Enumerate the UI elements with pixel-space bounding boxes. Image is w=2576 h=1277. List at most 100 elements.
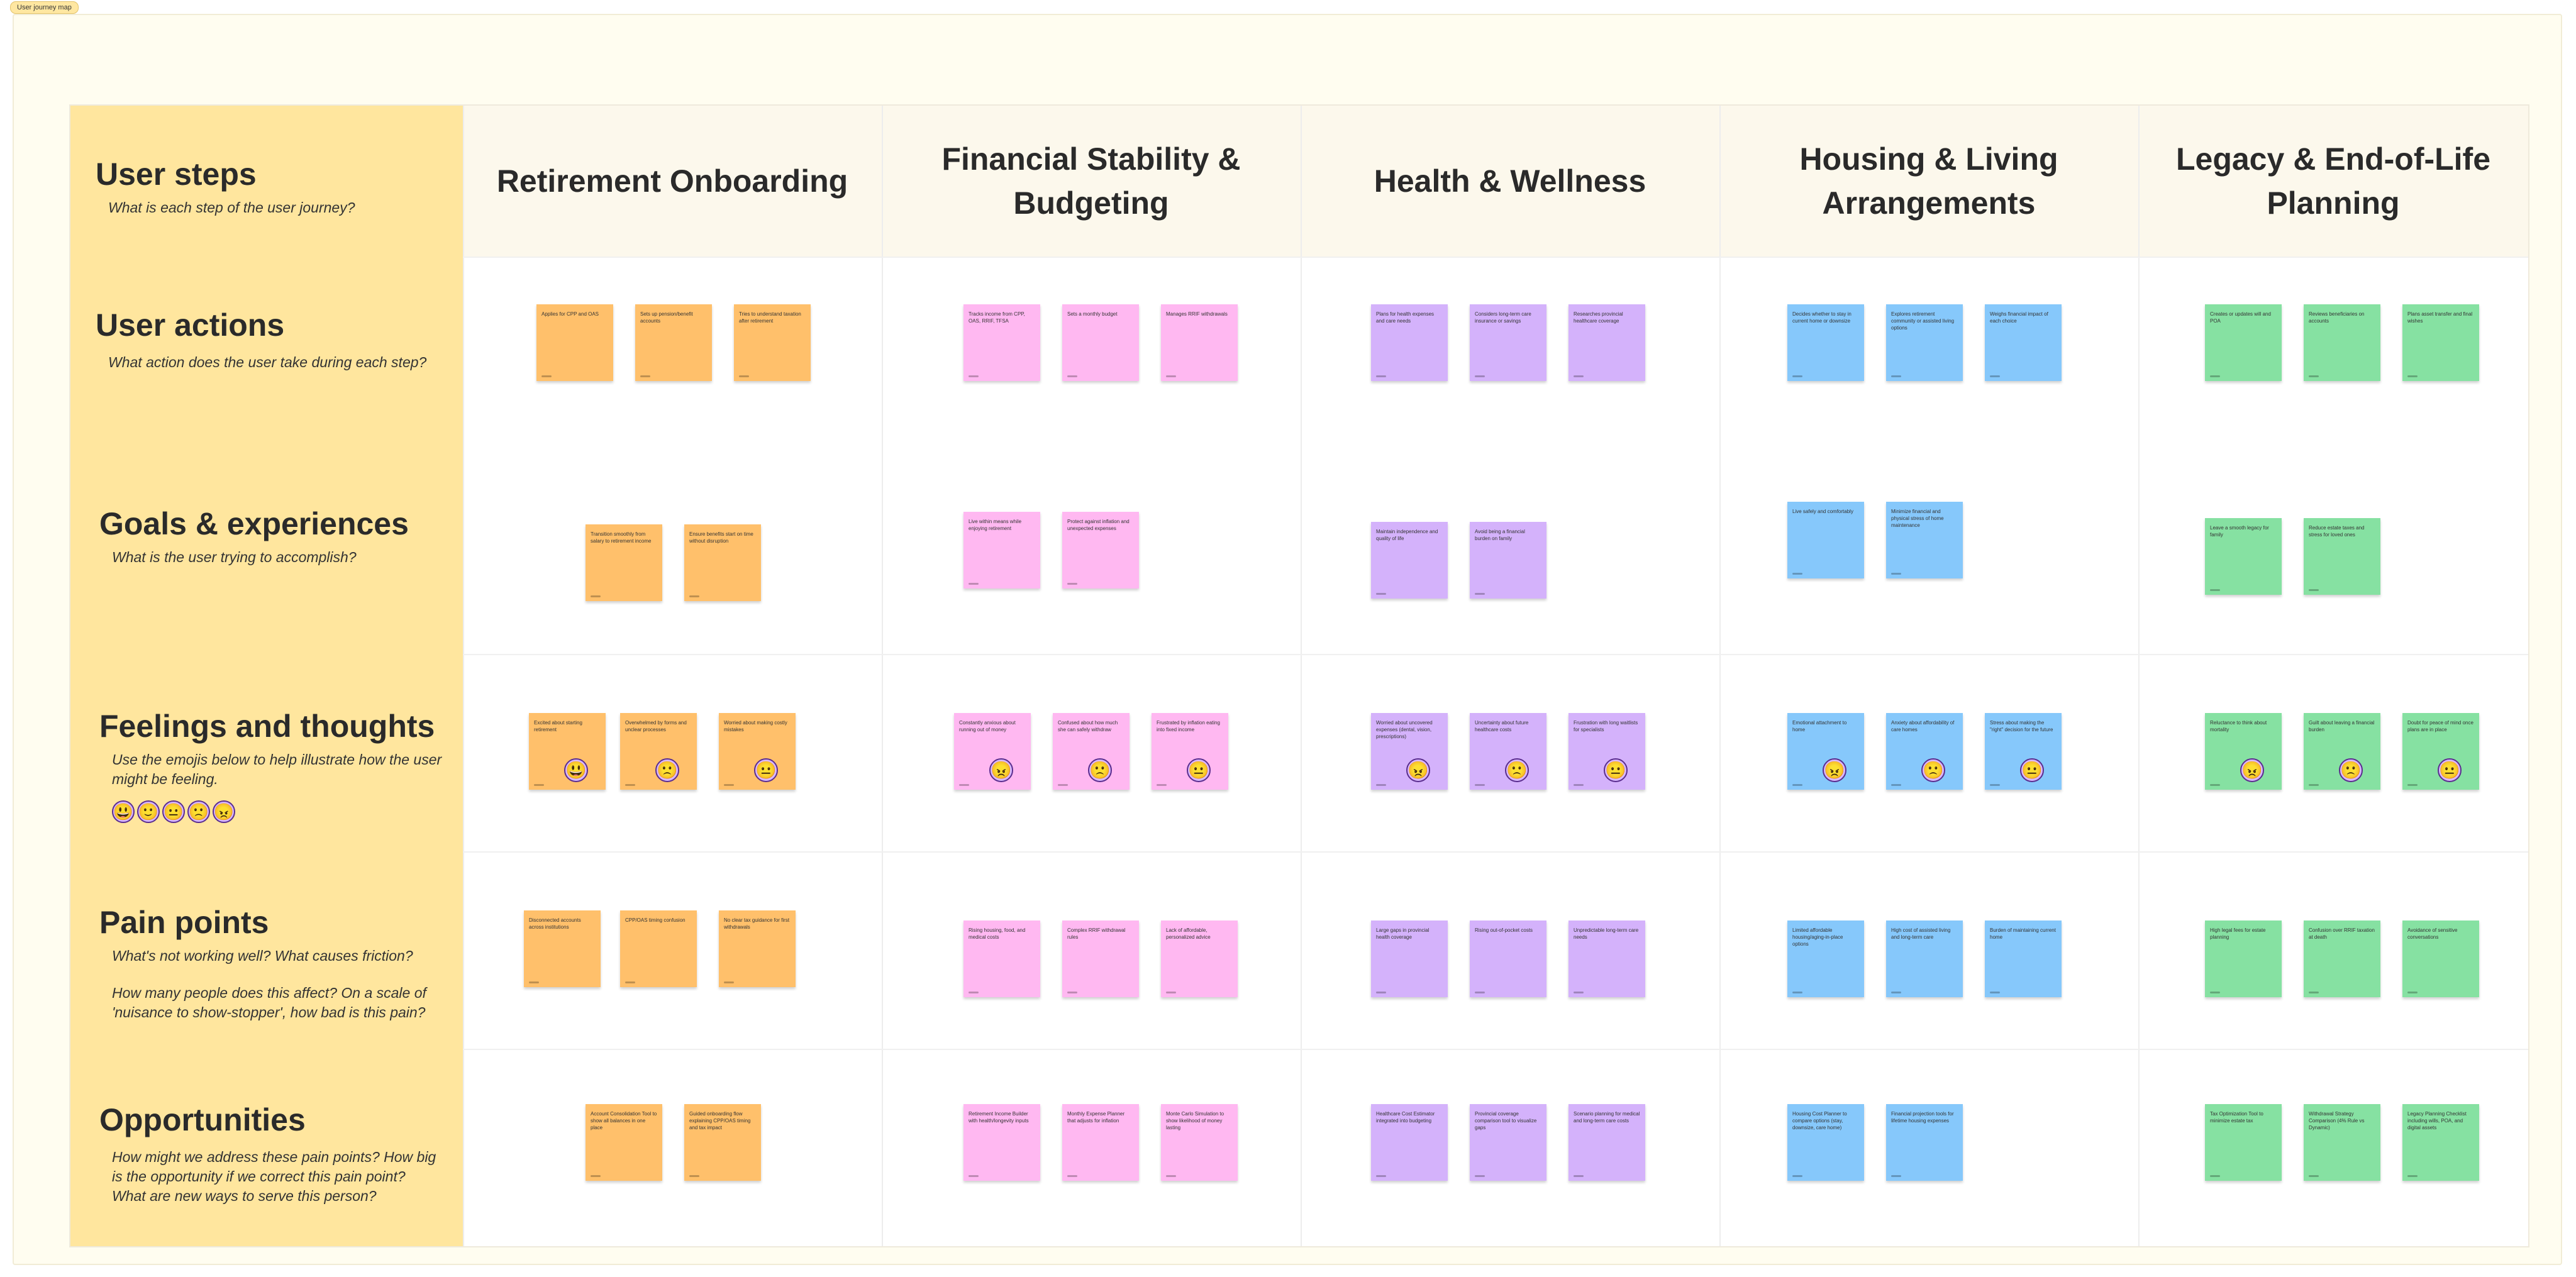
- grinning-face-icon[interactable]: 😃: [112, 800, 135, 824]
- opportunity-note[interactable]: Guided onboarding flow explaining CPP/OA…: [684, 1104, 761, 1181]
- goal-note[interactable]: Leave a smooth legacy for family: [2205, 518, 2282, 595]
- goal-note[interactable]: Minimize financial and physical stress o…: [1886, 502, 1963, 578]
- note-text: CPP/OAS timing confusion: [625, 917, 686, 923]
- user-action-note[interactable]: Applies for CPP and OAS: [536, 304, 613, 381]
- goal-note[interactable]: Avoid being a financial burden on family: [1470, 522, 1546, 599]
- pain-point-note[interactable]: Limited affordable housing/aging-in-plac…: [1787, 920, 1864, 997]
- pain-point-note[interactable]: No clear tax guidance for first withdraw…: [719, 910, 796, 987]
- note-text: Large gaps in provincial health coverage: [1376, 927, 1430, 941]
- pain-point-note[interactable]: Rising out-of-pocket costs: [1470, 920, 1546, 997]
- note-text: High legal fees for estate planning: [2210, 927, 2266, 941]
- note-text: Rising housing, food, and medical costs: [969, 927, 1026, 941]
- frame-tag[interactable]: User journey map: [10, 1, 79, 14]
- lane-title: Feelings and thoughts: [99, 709, 435, 744]
- note-text: Retirement Income Builder with health/lo…: [969, 1111, 1029, 1124]
- note-text: Maintain independence and quality of lif…: [1376, 529, 1438, 542]
- opportunity-note[interactable]: Financial projection tools for lifetime …: [1886, 1104, 1963, 1181]
- note-text: Confusion over RRIF taxation at death: [2309, 927, 2375, 941]
- feeling-note[interactable]: Frustration with long waitlists for spec…: [1568, 713, 1645, 790]
- user-action-note[interactable]: Weighs financial impact of each choice: [1985, 304, 2062, 381]
- user-action-note[interactable]: Reviews beneficiaries on accounts: [2304, 304, 2380, 381]
- feeling-note[interactable]: Stress about making the "right" decision…: [1985, 713, 2062, 790]
- user-action-note[interactable]: Sets up pension/benefit accounts: [635, 304, 712, 381]
- opportunity-note[interactable]: Healthcare Cost Estimator integrated int…: [1371, 1104, 1448, 1181]
- note-author-label: [1166, 992, 1176, 993]
- pain-point-note[interactable]: Confusion over RRIF taxation at death: [2304, 920, 2380, 997]
- goal-note[interactable]: Ensure benefits start on time without di…: [684, 524, 761, 601]
- user-action-note[interactable]: Manages RRIF withdrawals: [1161, 304, 1238, 381]
- note-text: Overwhelmed by forms and unclear process…: [625, 720, 687, 733]
- goal-note[interactable]: Reduce estate taxes and stress for loved…: [2304, 518, 2380, 595]
- user-action-note[interactable]: Considers long-term care insurance or sa…: [1470, 304, 1546, 381]
- feeling-note[interactable]: Confused about how much she can safely w…: [1053, 713, 1130, 790]
- pain-point-note[interactable]: High legal fees for estate planning: [2205, 920, 2282, 997]
- user-action-note[interactable]: Researches provincial healthcare coverag…: [1568, 304, 1645, 381]
- opportunity-note[interactable]: Housing Cost Planner to compare options …: [1787, 1104, 1864, 1181]
- note-text: Constantly anxious about running out of …: [959, 720, 1016, 733]
- goal-note[interactable]: Protect against inflation and unexpected…: [1062, 512, 1139, 589]
- opportunity-note[interactable]: Tax Optimization Tool to minimize estate…: [2205, 1104, 2282, 1181]
- note-author-label: [1792, 784, 1802, 786]
- opportunity-note[interactable]: Retirement Income Builder with health/lo…: [963, 1104, 1040, 1181]
- feeling-note[interactable]: Frustrated by inflation eating into fixe…: [1152, 713, 1228, 790]
- opportunity-note[interactable]: Monte Carlo Simulation to show likelihoo…: [1161, 1104, 1238, 1181]
- feeling-note[interactable]: Uncertainty about future healthcare cost…: [1470, 713, 1546, 790]
- feeling-note[interactable]: Worried about uncovered expenses (dental…: [1371, 713, 1448, 790]
- opportunity-note[interactable]: Legacy Planning Checklist including will…: [2402, 1104, 2479, 1181]
- pain-point-note[interactable]: Large gaps in provincial health coverage: [1371, 920, 1448, 997]
- goal-note[interactable]: Live safely and comfortably: [1787, 502, 1864, 578]
- feeling-note[interactable]: Excited about starting retirement 😃: [529, 713, 606, 790]
- note-author-label: [1475, 593, 1485, 595]
- pain-point-note[interactable]: High cost of assisted living and long-te…: [1886, 920, 1963, 997]
- neutral-face-icon: 😐: [2020, 758, 2044, 782]
- note-author-label: [1475, 784, 1485, 786]
- note-text: No clear tax guidance for first withdraw…: [724, 917, 790, 931]
- user-action-note[interactable]: Tracks income from CPP, OAS, RRIF, TFSA: [963, 304, 1040, 381]
- frowning-face-icon[interactable]: 🙁: [187, 800, 210, 824]
- user-action-note[interactable]: Creates or updates will and POA: [2205, 304, 2282, 381]
- pain-point-note[interactable]: Lack of affordable, personalized advice: [1161, 920, 1238, 997]
- smiling-face-icon[interactable]: 🙂: [137, 800, 160, 824]
- pain-point-note[interactable]: Disconnected accounts across institution…: [524, 910, 601, 987]
- feeling-note[interactable]: Doubt for peace of mind once plans are i…: [2402, 713, 2479, 790]
- user-action-note[interactable]: Plans asset transfer and final wishes: [2402, 304, 2479, 381]
- goal-note[interactable]: Maintain independence and quality of lif…: [1371, 522, 1448, 599]
- note-text: Guilt about leaving a financial burden: [2309, 720, 2375, 733]
- pain-point-note[interactable]: Unpredictable long-term care needs: [1568, 920, 1645, 997]
- opportunity-note[interactable]: Provincial coverage comparison tool to v…: [1470, 1104, 1546, 1181]
- pain-point-note[interactable]: Avoidance of sensitive conversations: [2402, 920, 2479, 997]
- opportunity-note[interactable]: Monthly Expense Planner that adjusts for…: [1062, 1104, 1139, 1181]
- feeling-note[interactable]: Emotional attachment to home 😠: [1787, 713, 1864, 790]
- feeling-note[interactable]: Anxiety about affordability of care home…: [1886, 713, 1963, 790]
- row-divider: [463, 257, 2528, 258]
- note-author-label: [2210, 784, 2220, 786]
- goal-note[interactable]: Transition smoothly from salary to retir…: [586, 524, 662, 601]
- user-action-note[interactable]: Explores retirement community or assiste…: [1886, 304, 1963, 381]
- feeling-note[interactable]: Constantly anxious about running out of …: [954, 713, 1031, 790]
- angry-face-icon[interactable]: 😠: [213, 800, 235, 824]
- note-author-label: [1792, 1175, 1802, 1177]
- feeling-note[interactable]: Overwhelmed by forms and unclear process…: [620, 713, 697, 790]
- lane-title: User steps: [96, 157, 257, 192]
- feeling-note[interactable]: Worried about making costly mistakes 😐: [719, 713, 796, 790]
- pain-point-note[interactable]: CPP/OAS timing confusion: [620, 910, 697, 987]
- note-text: Monte Carlo Simulation to show likelihoo…: [1166, 1111, 1224, 1131]
- note-text: Healthcare Cost Estimator integrated int…: [1376, 1111, 1435, 1124]
- lane-description: How might we address these pain points? …: [112, 1149, 436, 1185]
- neutral-face-icon[interactable]: 😐: [162, 800, 185, 824]
- user-action-note[interactable]: Plans for health expenses and care needs: [1371, 304, 1448, 381]
- row-divider: [463, 1049, 2528, 1050]
- opportunity-note[interactable]: Scenario planning for medical and long-t…: [1568, 1104, 1645, 1181]
- user-action-note[interactable]: Decides whether to stay in current home …: [1787, 304, 1864, 381]
- goal-note[interactable]: Live within means while enjoying retirem…: [963, 512, 1040, 589]
- user-action-note[interactable]: Sets a monthly budget: [1062, 304, 1139, 381]
- pain-point-note[interactable]: Burden of maintaining current home: [1985, 920, 2062, 997]
- lane-description: What is each step of the user journey?: [108, 199, 355, 216]
- opportunity-note[interactable]: Account Consolidation Tool to show all b…: [586, 1104, 662, 1181]
- pain-point-note[interactable]: Complex RRIF withdrawal rules: [1062, 920, 1139, 997]
- opportunity-note[interactable]: Withdrawal Strategy Comparison (4% Rule …: [2304, 1104, 2380, 1181]
- feeling-note[interactable]: Reluctance to think about mortality 😠: [2205, 713, 2282, 790]
- pain-point-note[interactable]: Rising housing, food, and medical costs: [963, 920, 1040, 997]
- user-action-note[interactable]: Tries to understand taxation after retir…: [734, 304, 811, 381]
- feeling-note[interactable]: Guilt about leaving a financial burden 🙁: [2304, 713, 2380, 790]
